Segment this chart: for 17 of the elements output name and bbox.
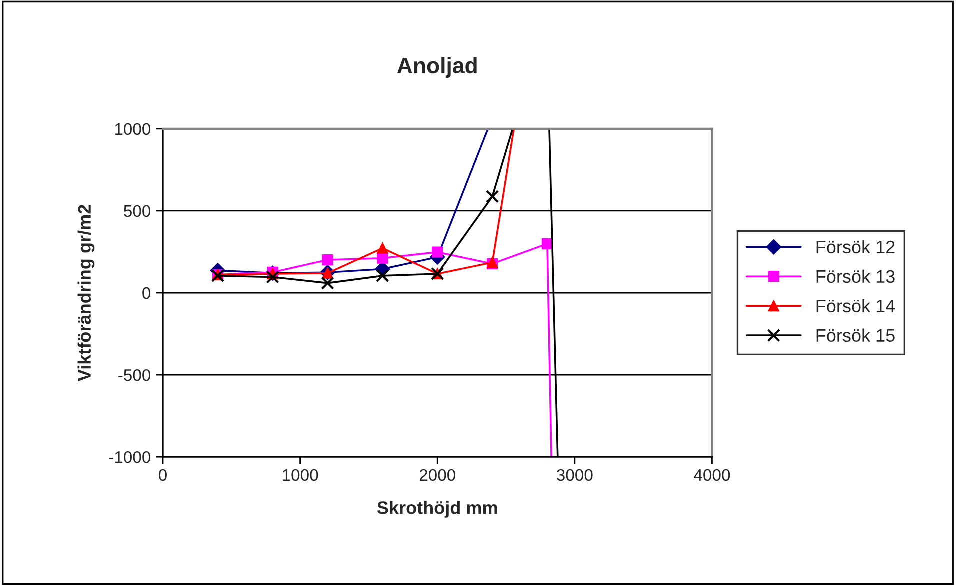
legend-label: Försök 12 <box>816 240 895 254</box>
legend-label: Försök 15 <box>816 328 895 342</box>
y-tick-label: 0 <box>142 287 151 300</box>
legend-label: Försök 13 <box>816 270 895 284</box>
x-tick-label: 4000 <box>694 469 730 482</box>
x-tick-label: 3000 <box>557 469 593 482</box>
y-tick-label: 1000 <box>115 123 151 136</box>
x-tick-label: 0 <box>159 469 167 482</box>
x-tick-label: 1000 <box>283 469 318 482</box>
chart-title: Anoljad <box>397 57 477 78</box>
y-axis-title: Viktförändring gr/m2 <box>78 205 95 382</box>
x-tick-label: 2000 <box>420 469 456 482</box>
x-axis-title: Skrothöjd mm <box>377 501 498 518</box>
y-tick-label: -500 <box>118 369 151 382</box>
y-tick-label: 500 <box>124 205 151 218</box>
legend-label: Försök 14 <box>816 299 896 313</box>
y-tick-label: -1000 <box>109 451 151 464</box>
